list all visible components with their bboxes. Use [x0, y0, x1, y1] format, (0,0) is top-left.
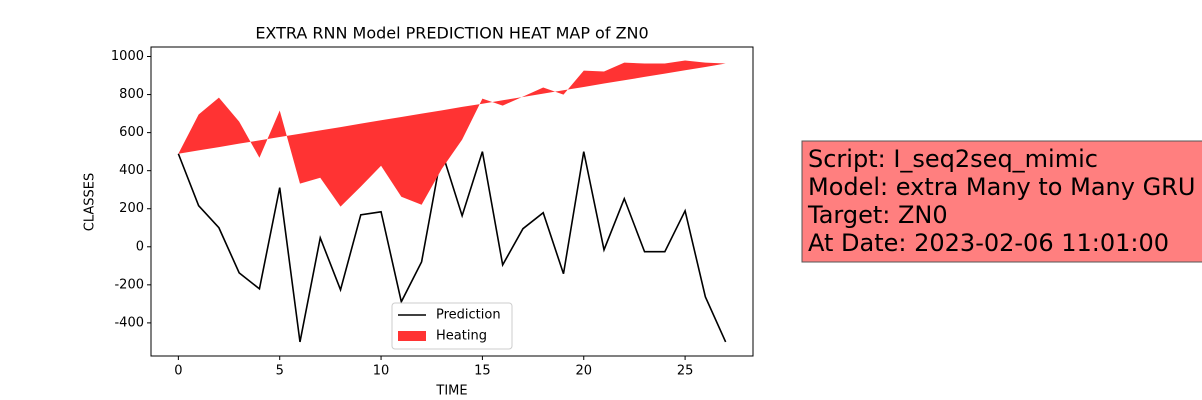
y-tick-label: 1000 — [111, 49, 144, 64]
y-tick-label: -200 — [114, 277, 144, 292]
prediction-line — [177, 151, 727, 343]
y-tick-label: 0 — [136, 239, 144, 254]
legend-swatch — [398, 331, 426, 341]
info-line: Script: I_seq2seq_mimic — [808, 145, 1098, 173]
x-tick-label: 0 — [174, 364, 182, 379]
x-tick-label: 20 — [575, 364, 592, 379]
y-tick-label: 600 — [119, 125, 144, 140]
y-tick-label: 400 — [119, 163, 144, 178]
info-line: At Date: 2023-02-06 11:01:00 — [808, 229, 1169, 257]
chart-title: EXTRA RNN Model PREDICTION HEAT MAP of Z… — [255, 24, 648, 43]
info-line: Target: ZN0 — [807, 201, 948, 229]
heat-area — [178, 60, 726, 207]
y-axis-label: CLASSES — [83, 173, 98, 231]
y-tick-label: -400 — [114, 315, 144, 330]
x-tick-label: 15 — [474, 364, 491, 379]
x-tick-label: 5 — [276, 364, 284, 379]
info-line: Model: extra Many to Many GRU — [808, 173, 1195, 201]
x-tick-label: 10 — [373, 364, 390, 379]
y-tick-label: 200 — [119, 201, 144, 216]
info-box-bg — [801, 140, 1202, 263]
x-axis-label: TIME — [435, 384, 467, 399]
plot-frame — [150, 46, 754, 357]
x-tick-label: 25 — [677, 364, 694, 379]
legend-label: Heating — [436, 329, 487, 344]
y-tick-label: 800 — [119, 87, 144, 102]
legend-label: Prediction — [436, 308, 501, 323]
